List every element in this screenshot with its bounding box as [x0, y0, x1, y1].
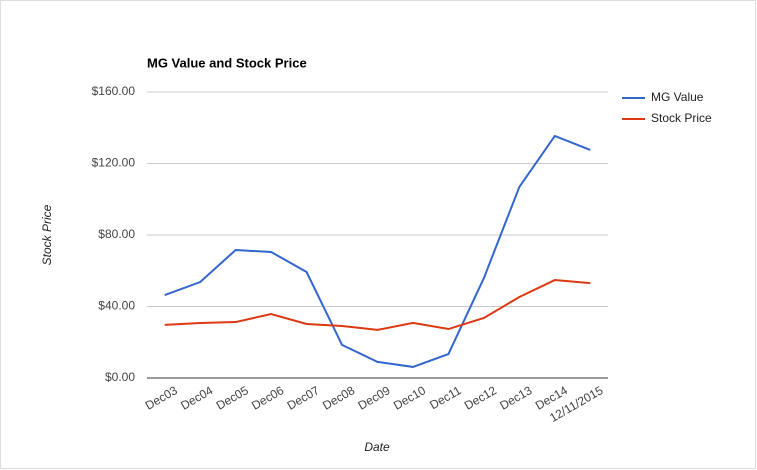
legend-label: Stock Price	[651, 111, 712, 125]
x-axis-title: Date	[364, 440, 390, 454]
series-line	[164, 134, 591, 368]
y-tick-label: $160.00	[92, 84, 136, 98]
y-tick-label: $80.00	[98, 227, 135, 241]
y-tick-label: $120.00	[92, 156, 136, 170]
y-tick-label: $40.00	[98, 299, 135, 313]
chart-title: MG Value and Stock Price	[147, 55, 307, 70]
y-axis-title: Stock Price	[40, 204, 54, 265]
legend-label: MG Value	[651, 90, 704, 104]
y-tick-label: $0.00	[105, 370, 135, 384]
series-line	[164, 279, 591, 331]
